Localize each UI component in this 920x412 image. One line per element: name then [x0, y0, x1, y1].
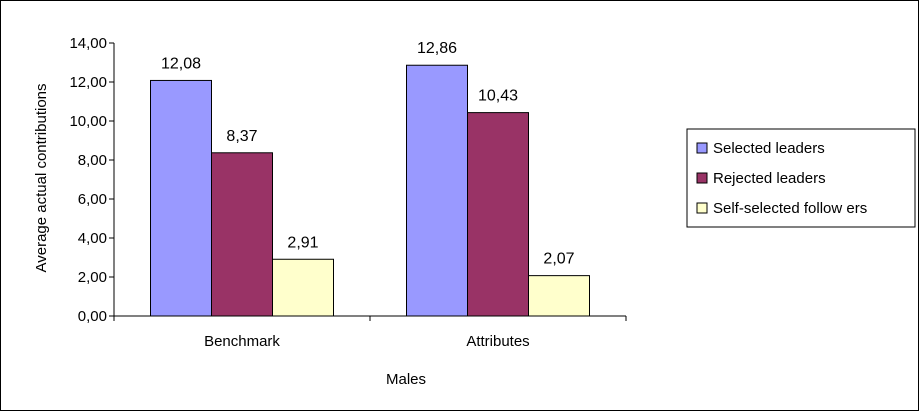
data-label: 2,91: [287, 234, 318, 251]
y-tick-label: 2,00: [78, 269, 107, 286]
y-tick-label: 6,00: [78, 191, 107, 208]
y-tick-label: 8,00: [78, 152, 107, 169]
legend-label: Selected leaders: [713, 140, 825, 157]
legend-box: [686, 128, 916, 228]
data-label: 8,37: [226, 128, 257, 145]
bar: [467, 112, 529, 317]
y-tick-label: 12,00: [69, 74, 107, 91]
x-axis-ticks: Benchmark Attributes: [113, 316, 627, 350]
y-axis-title: Average actual contributions: [33, 83, 50, 272]
data-labels: 12,08 8,37 2,91 12,86 10,43 2,07: [161, 40, 575, 267]
data-label: 12,86: [417, 40, 457, 57]
bar: [272, 258, 334, 317]
y-tick-label: 4,00: [78, 230, 107, 247]
bars: [150, 64, 590, 317]
legend: Selected leaders Rejected leaders Self-sel…: [686, 128, 916, 228]
y-axis-ticks: 0,00 2,00 4,00 6,00 8,00 10,00 12,00 14,00: [69, 35, 114, 325]
x-tick-label: Benchmark: [204, 333, 280, 350]
data-label: 10,43: [478, 88, 518, 105]
data-label: 12,08: [161, 55, 201, 72]
bar: [150, 79, 212, 317]
legend-swatch: [696, 172, 708, 184]
legend-label: Self-selected follow ers: [713, 200, 867, 217]
plot-area: 0,00 2,00 4,00 6,00 8,00 10,00 12,00 14,00 12,0…: [69, 35, 627, 350]
x-axis-title: Males: [386, 371, 426, 388]
legend-swatch: [696, 202, 708, 214]
y-tick-label: 14,00: [69, 35, 107, 52]
data-label: 2,07: [543, 251, 574, 268]
x-tick-label: Attributes: [466, 333, 529, 350]
bar: [528, 275, 590, 317]
legend-label: Rejected leaders: [713, 170, 826, 187]
y-tick-label: 0,00: [78, 308, 107, 325]
y-tick-label: 10,00: [69, 113, 107, 130]
bar: [211, 152, 273, 317]
bar: [406, 64, 468, 317]
legend-swatch: [696, 142, 708, 154]
